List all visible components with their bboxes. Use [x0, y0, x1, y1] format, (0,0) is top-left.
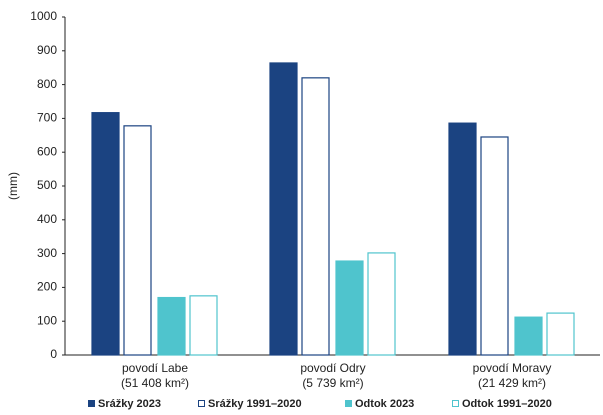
legend-label: Odtok 1991–2020: [462, 398, 552, 410]
bar: [448, 122, 477, 356]
bar: [301, 77, 330, 356]
y-tick-label: 200: [37, 280, 57, 294]
legend-label: Odtok 2023: [355, 398, 415, 410]
y-tick-label: 800: [37, 77, 57, 91]
legend-item: Srážky 2023: [88, 398, 161, 410]
y-tick-label: 600: [37, 144, 57, 158]
y-tick-label: 400: [37, 212, 57, 226]
legend-label: Srážky 2023: [98, 398, 161, 410]
y-tick-label: 900: [37, 43, 57, 57]
legend-item: Odtok 2023: [345, 398, 414, 410]
legend-item: Odtok 1991–2020: [452, 398, 552, 410]
legend-swatch: [452, 400, 459, 407]
bar: [546, 312, 575, 356]
legend-label: Srážky 1991–2020: [208, 398, 302, 410]
bar: [91, 112, 120, 356]
legend-swatch: [345, 400, 352, 407]
y-axis-label: (mm): [6, 172, 20, 200]
x-tick-label: povodí Moravy (21 429 km²): [472, 361, 552, 390]
bar: [157, 296, 186, 356]
y-tick-label: 100: [37, 313, 57, 327]
y-tick-label: 1000: [30, 9, 57, 23]
bar: [269, 62, 298, 356]
y-tick-label: 500: [37, 178, 57, 192]
bar: [480, 136, 509, 356]
bar: [367, 252, 396, 356]
bar: [189, 295, 218, 356]
legend-item: Srážky 1991–2020: [198, 398, 302, 410]
x-tick-label: povodí Odry (5 739 km²): [300, 361, 366, 390]
x-tick-label: povodí Labe (51 408 km²): [120, 361, 190, 390]
bar: [123, 125, 152, 356]
bar: [335, 260, 364, 356]
y-tick-label: 0: [50, 347, 57, 361]
y-tick-label: 700: [37, 111, 57, 125]
legend-swatch: [88, 400, 95, 407]
y-tick-label: 300: [37, 246, 57, 260]
legend-swatch: [198, 400, 205, 407]
bar: [514, 316, 543, 356]
